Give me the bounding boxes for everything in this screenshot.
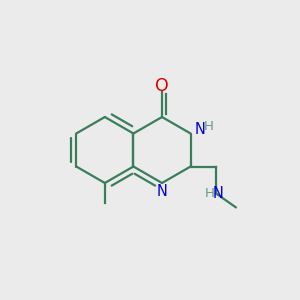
- Text: N: N: [157, 184, 167, 199]
- Text: H: H: [204, 120, 214, 134]
- Text: N: N: [195, 122, 206, 137]
- Text: O: O: [155, 77, 169, 95]
- Text: N: N: [212, 186, 223, 201]
- Text: H: H: [205, 187, 214, 200]
